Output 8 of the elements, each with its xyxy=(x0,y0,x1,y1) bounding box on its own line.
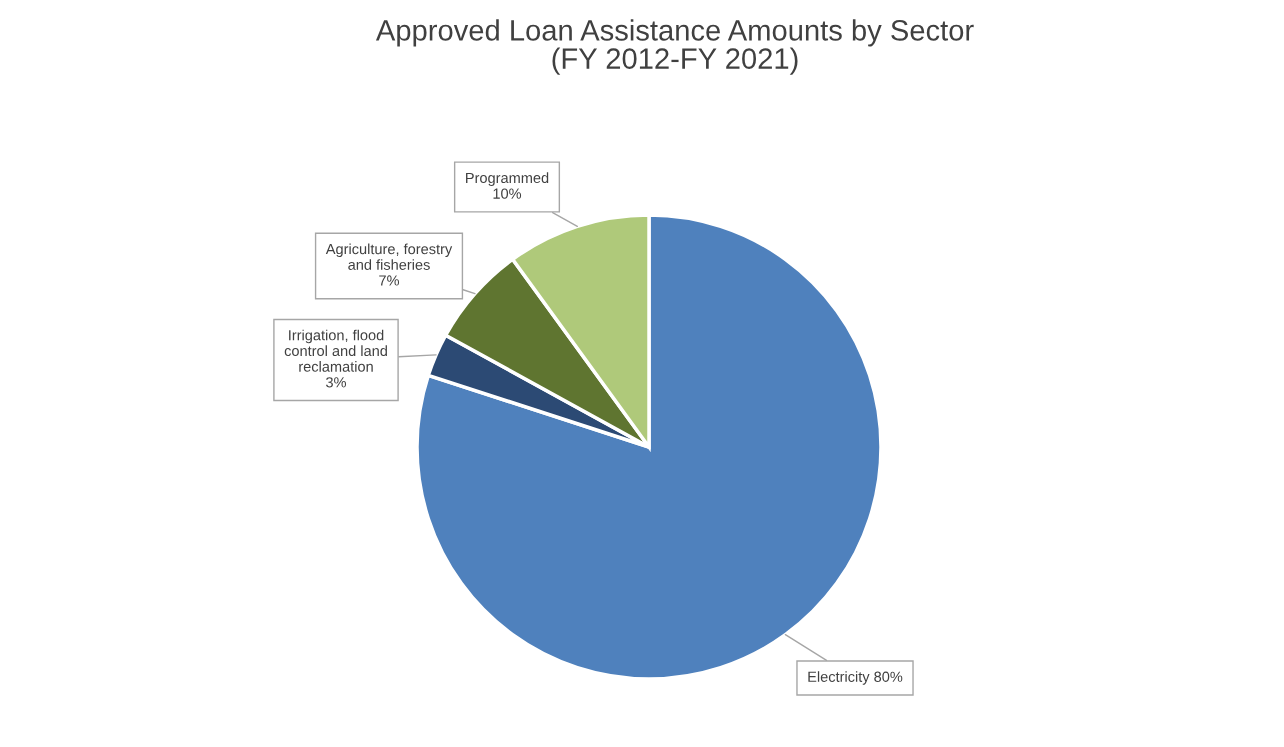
chart-title: Approved Loan Assistance Amounts by Sector (FY 2012-FY 2021) xyxy=(375,19,974,75)
slice-label: Electricity 80% xyxy=(808,671,903,685)
slice-label: Agriculture, forestry and fisheries xyxy=(325,243,453,270)
data-label: 3% xyxy=(326,377,347,388)
slice-label: Programmed xyxy=(466,172,549,186)
data-label: 10% xyxy=(493,188,522,199)
data-label: 7% xyxy=(379,275,400,286)
slice-label: Irrigation, flood control and land reclamation xyxy=(284,329,387,372)
